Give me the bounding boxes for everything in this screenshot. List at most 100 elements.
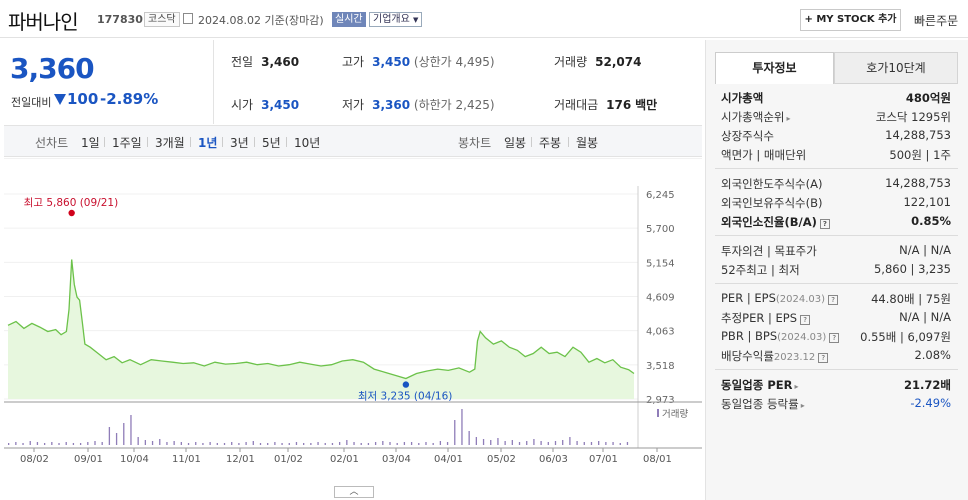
info-value: 0.85% (911, 214, 951, 228)
realtime-button[interactable]: 실시간 (332, 12, 366, 27)
stat-volume: 거래량 52,074 (554, 55, 642, 69)
volume-bar (331, 443, 334, 445)
volume-bar (288, 443, 290, 445)
volume-bar (22, 443, 24, 445)
info-key: 배당수익률2023.12? (721, 348, 829, 364)
volume-bar (94, 441, 96, 445)
y-tick-label: 6,245 (646, 190, 675, 201)
volume-bar (598, 441, 600, 445)
quick-order-button[interactable]: 빠른주문 (914, 14, 959, 28)
info-key: 액면가 | 매매단위 (721, 148, 807, 162)
info-value: 0.55배 | 6,097원 (860, 330, 951, 344)
volume-bar (446, 442, 449, 445)
volume-bar (490, 440, 492, 445)
volume-bar (403, 442, 406, 445)
candle-daily[interactable]: 일봉 (504, 136, 527, 150)
chevron-right-icon[interactable]: ▸ (800, 401, 805, 410)
low-label: 최저 3,235 (04/16) (358, 391, 453, 403)
divider (715, 235, 958, 236)
collapse-chart-button[interactable]: ︿ (334, 486, 374, 498)
help-icon[interactable]: ? (819, 219, 830, 229)
stock-name: 파버나인 (8, 10, 79, 34)
period-10y[interactable]: 10년 (285, 136, 321, 150)
investment-info-panel: 투자정보 호가10단계 시가총액 480억원 시가총액순위 ▸ 코스닥 1295위 상장주… (705, 40, 968, 500)
volume-bar (130, 415, 132, 445)
add-mystock-button[interactable]: + MY STOCK 추가 (800, 9, 901, 31)
info-value: N/A | N/A (899, 310, 951, 324)
price-chart-svg: 6,245 5,700 5,154 4,609 4,063 3,518 2,973 최고 5,… (4, 157, 702, 465)
chevron-right-icon[interactable]: ▸ (786, 114, 791, 123)
info-row: PBR | BPS(2024.03)? 0.55배 | 6,097원 (721, 329, 951, 347)
volume-bar (252, 441, 254, 445)
x-tick-label: 03/04 (382, 454, 411, 465)
candle-weekly[interactable]: 주봉 (530, 136, 562, 150)
x-tick-label: 08/02 (20, 454, 49, 465)
info-key: 외국인보유주식수(B) (721, 196, 823, 210)
market-badge: 코스닥 (144, 12, 180, 27)
info-key: 외국인소진율(B/A)? (721, 214, 830, 230)
volume-bar (432, 443, 434, 445)
chevron-right-icon[interactable]: ▸ (794, 382, 799, 391)
company-overview-dropdown[interactable]: 기업개요 ▼ (369, 12, 423, 27)
volume-bar (590, 442, 593, 445)
volume-bar (36, 442, 39, 445)
period-1w[interactable]: 1주일 (104, 136, 142, 150)
info-row: 외국인한도주식수(A) 14,288,753 (721, 176, 951, 194)
volume-bar (554, 441, 557, 445)
volume-bar (101, 442, 103, 445)
volume-bar (626, 442, 629, 445)
info-row: 액면가 | 매매단위 500원 | 1주 (721, 147, 951, 165)
info-key: 동일업종 등락률 ▸ (721, 397, 805, 411)
volume-bar (151, 441, 154, 445)
volume-bar (166, 442, 168, 445)
info-key: 52주최고 | 최저 (721, 263, 800, 277)
period-5y[interactable]: 5년 (254, 136, 281, 150)
volume-bar (454, 420, 456, 445)
period-1d[interactable]: 1일 (81, 136, 100, 150)
volume-bar (8, 443, 10, 445)
volume-bar (43, 443, 46, 445)
period-3y[interactable]: 3년 (222, 136, 249, 150)
volume-bar (540, 441, 542, 445)
period-3m[interactable]: 3개월 (147, 136, 185, 150)
price-line (7, 259, 635, 380)
x-tick-label: 09/01 (74, 454, 103, 465)
volume-bar (209, 442, 211, 445)
info-row: 투자의견 | 목표주가 N/A | N/A (721, 243, 951, 261)
volume-bar (159, 439, 161, 445)
info-value: 122,101 (903, 195, 951, 209)
help-icon[interactable]: ? (800, 315, 811, 325)
volume-bar (245, 442, 247, 445)
volume-bar (15, 442, 17, 445)
help-icon[interactable]: ? (828, 295, 839, 305)
volume-bar (79, 443, 82, 445)
period-1y[interactable]: 1년 (189, 136, 218, 150)
volume-bar (58, 443, 60, 445)
info-row: 시가총액순위 ▸ 코스닥 1295위 (721, 109, 951, 127)
info-value: 2.08% (914, 348, 951, 362)
volume-bar (65, 442, 67, 445)
info-row: 외국인소진율(B/A)? 0.85% (721, 214, 951, 232)
price-chart[interactable]: 6,245 5,700 5,154 4,609 4,063 3,518 2,973 최고 5,… (4, 157, 702, 490)
info-value: 14,288,753 (885, 128, 951, 142)
info-row: 추정PER | EPS? N/A | N/A (721, 310, 951, 328)
volume-bar (482, 439, 485, 445)
volume-bar (583, 442, 585, 445)
volume-bar (367, 443, 370, 445)
tab-orderbook-10[interactable]: 호가10단계 (834, 52, 958, 84)
candle-monthly[interactable]: 월봉 (567, 136, 599, 150)
volume-bar (533, 439, 535, 445)
help-icon[interactable]: ? (829, 333, 840, 343)
volume-bar (187, 443, 190, 445)
volume-bar (137, 437, 139, 445)
volume-bar (87, 442, 89, 445)
tab-investment-info[interactable]: 투자정보 (715, 52, 834, 84)
volume-bar (511, 440, 513, 445)
price-change: 100 (54, 90, 98, 108)
line-chart-label: 선차트 (35, 136, 69, 150)
info-value: 14,288,753 (885, 176, 951, 190)
volume-bar (324, 443, 326, 445)
volume-bar (461, 409, 463, 445)
volume-bar (144, 440, 147, 445)
help-icon[interactable]: ? (818, 353, 829, 363)
